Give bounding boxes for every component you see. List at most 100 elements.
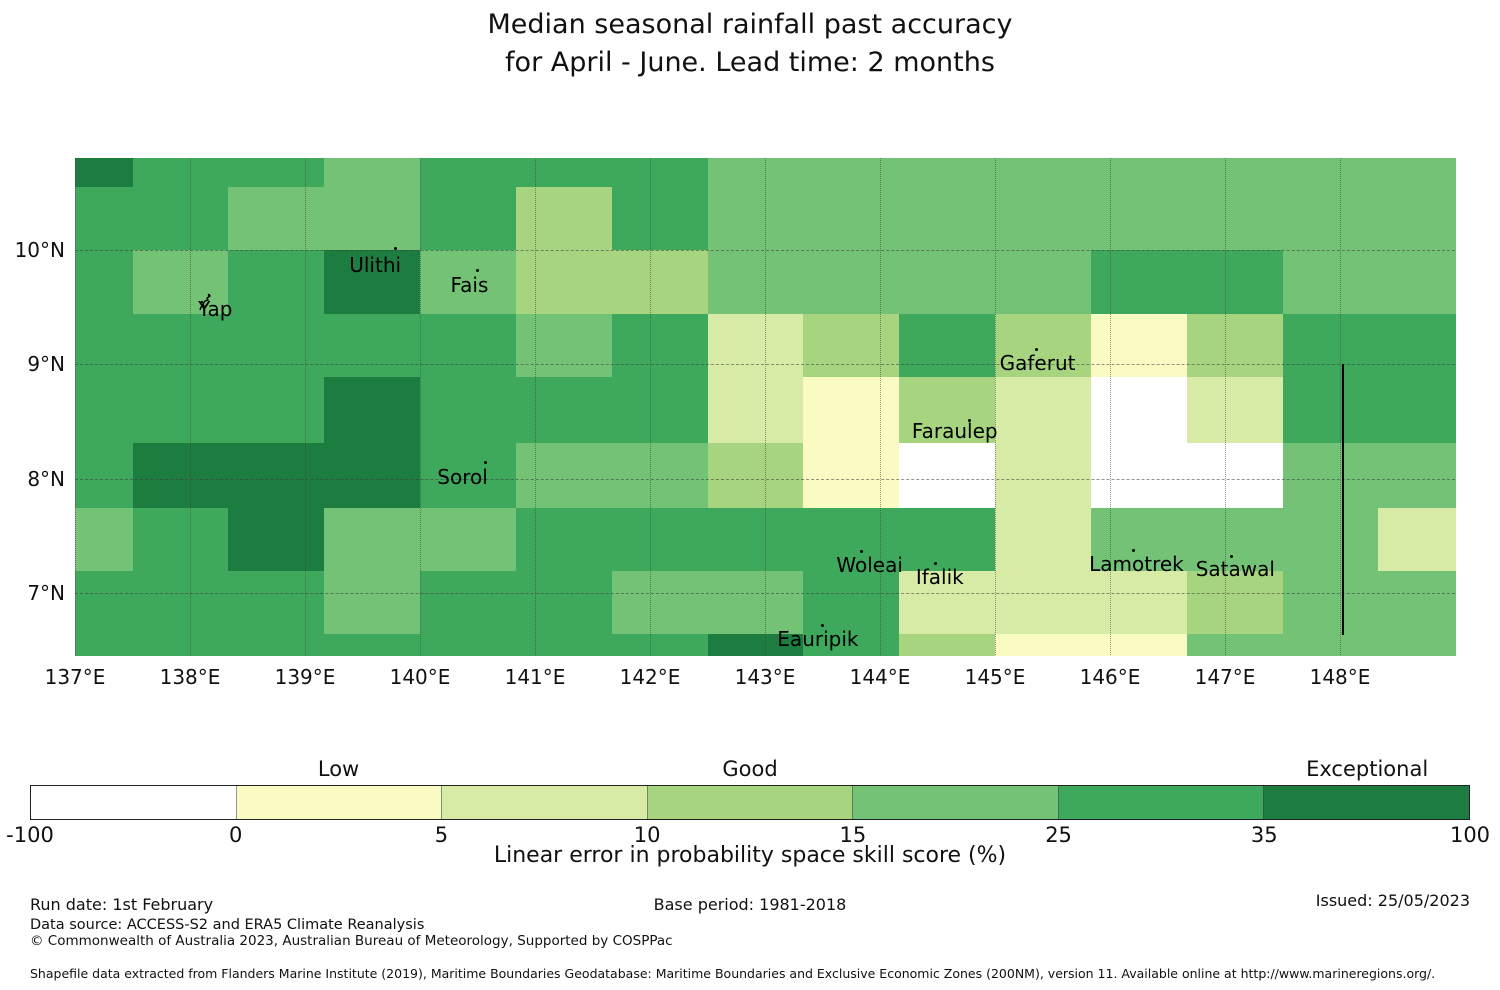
island-marker-dot [483, 461, 487, 465]
heatmap-cell [1282, 187, 1380, 251]
island-label: Satawal [1195, 556, 1275, 581]
heatmap-cell [75, 633, 134, 656]
heatmap-cell [515, 314, 613, 378]
heatmap-cell [1378, 570, 1456, 635]
heatmap-cell [515, 158, 613, 188]
heatmap-cell [75, 158, 134, 188]
heatmap-cell [75, 507, 134, 572]
colorbar-category-label: Good [722, 757, 778, 781]
heatmap-cell [1282, 376, 1380, 444]
longitude-gridline [1225, 158, 1226, 655]
heatmap-cell [995, 442, 1092, 509]
heatmap-cell [1090, 376, 1188, 444]
heatmap-cell [132, 376, 230, 444]
heatmap-cell [1378, 314, 1456, 378]
colorbar-tick-label: 5 [434, 823, 449, 847]
island-label: Woleai [836, 553, 903, 578]
heatmap-cell [803, 158, 900, 188]
heatmap-cell [324, 314, 421, 378]
heatmap-cell [228, 158, 325, 188]
longitude-gridline [1340, 158, 1341, 655]
heatmap-cell [1282, 158, 1380, 188]
longitude-gridline [650, 158, 651, 655]
y-axis-tick-label: 9°N [27, 352, 65, 377]
heatmap-cell [515, 570, 613, 635]
heatmap-cell [75, 376, 134, 444]
colorbar-tick-label: 25 [1045, 823, 1072, 847]
island-label: Gaferut [999, 351, 1076, 376]
heatmap-cell [1090, 570, 1188, 635]
heatmap-cell [899, 570, 996, 635]
heatmap-cell [132, 158, 230, 188]
colorbar-tick-label: 0 [229, 823, 243, 847]
heatmap-cell [995, 376, 1092, 444]
heatmap-cell [1282, 570, 1380, 635]
island-label: Ifalik [915, 564, 964, 589]
longitude-gridline [995, 158, 996, 655]
heatmap-cell [420, 442, 517, 509]
heatmap-cell [1186, 570, 1284, 635]
footer-data-source: Data source: ACCESS-S2 and ERA5 Climate … [30, 917, 425, 933]
heatmap-cell [324, 376, 421, 444]
heatmap-cell [899, 250, 996, 315]
footer-copyright: © Commonwealth of Australia 2023, Austra… [30, 933, 673, 949]
heatmap-cell [611, 442, 709, 509]
island-marker-dot [1230, 554, 1234, 558]
heatmap-cell [420, 158, 517, 188]
heatmap-cell [995, 633, 1092, 656]
island-marker-dot [1034, 348, 1038, 352]
heatmap-cell [611, 376, 709, 444]
colorbar-segment [1263, 786, 1470, 819]
heatmap-cell [899, 442, 996, 509]
island-label: Fais [450, 273, 489, 298]
colorbar-axis-label: Linear error in probability space skill … [493, 843, 1007, 868]
heatmap-cell [420, 250, 517, 315]
heatmap-cell [803, 187, 900, 251]
heatmap-cell [803, 250, 900, 315]
heatmap-cell [803, 442, 900, 509]
heatmap-cell [1186, 250, 1284, 315]
island-label: Yap [198, 297, 233, 322]
chart-title: Median seasonal rainfall past accuracy f… [0, 6, 1500, 82]
colorbar-tick-label: 100 [1449, 823, 1491, 847]
heatmap-cell [515, 507, 613, 572]
heatmap-cell [1378, 376, 1456, 444]
heatmap-cell [420, 633, 517, 656]
heatmap-cell [707, 633, 805, 656]
heatmap-cell [420, 570, 517, 635]
heatmap-cell [75, 570, 134, 635]
heatmap-cell [899, 376, 996, 444]
heatmap-cell [1090, 158, 1188, 188]
x-axis-tick-label: 142°E [619, 665, 681, 689]
island-label: Ulithi [349, 252, 402, 277]
heatmap-cell [420, 314, 517, 378]
heatmap-cell [515, 442, 613, 509]
heatmap-cell [899, 507, 996, 572]
heatmap-cell [132, 187, 230, 251]
heatmap-cell [228, 507, 325, 572]
chart-title-line2: for April - June. Lead time: 2 months [505, 47, 995, 78]
heatmap-cell [324, 187, 421, 251]
heatmap-cell [1282, 633, 1380, 656]
x-axis-tick-label: 140°E [389, 665, 451, 689]
x-axis-tick-label: 139°E [274, 665, 336, 689]
heatmap-cell [1378, 442, 1456, 509]
x-axis-tick-label: 144°E [849, 665, 911, 689]
heatmap-cell [1378, 250, 1456, 315]
heatmap-cell [1090, 442, 1188, 509]
y-axis-tick-label: 7°N [27, 580, 65, 605]
colorbar-segment [441, 786, 647, 819]
heatmap-cell [1090, 507, 1188, 572]
heatmap-cell [1186, 314, 1284, 378]
footer-run-date: Run date: 1st February [30, 895, 214, 914]
island-marker-dot [933, 561, 937, 565]
colorbar-tick-label: -100 [6, 823, 54, 847]
heatmap-cell [611, 507, 709, 572]
island-label: Eauripik [777, 626, 859, 651]
heatmap-cell [803, 507, 900, 572]
footer-base-period: Base period: 1981-2018 [653, 895, 847, 914]
heatmap-cell [1186, 507, 1284, 572]
heatmap-cell [132, 250, 230, 315]
longitude-gridline [305, 158, 306, 655]
